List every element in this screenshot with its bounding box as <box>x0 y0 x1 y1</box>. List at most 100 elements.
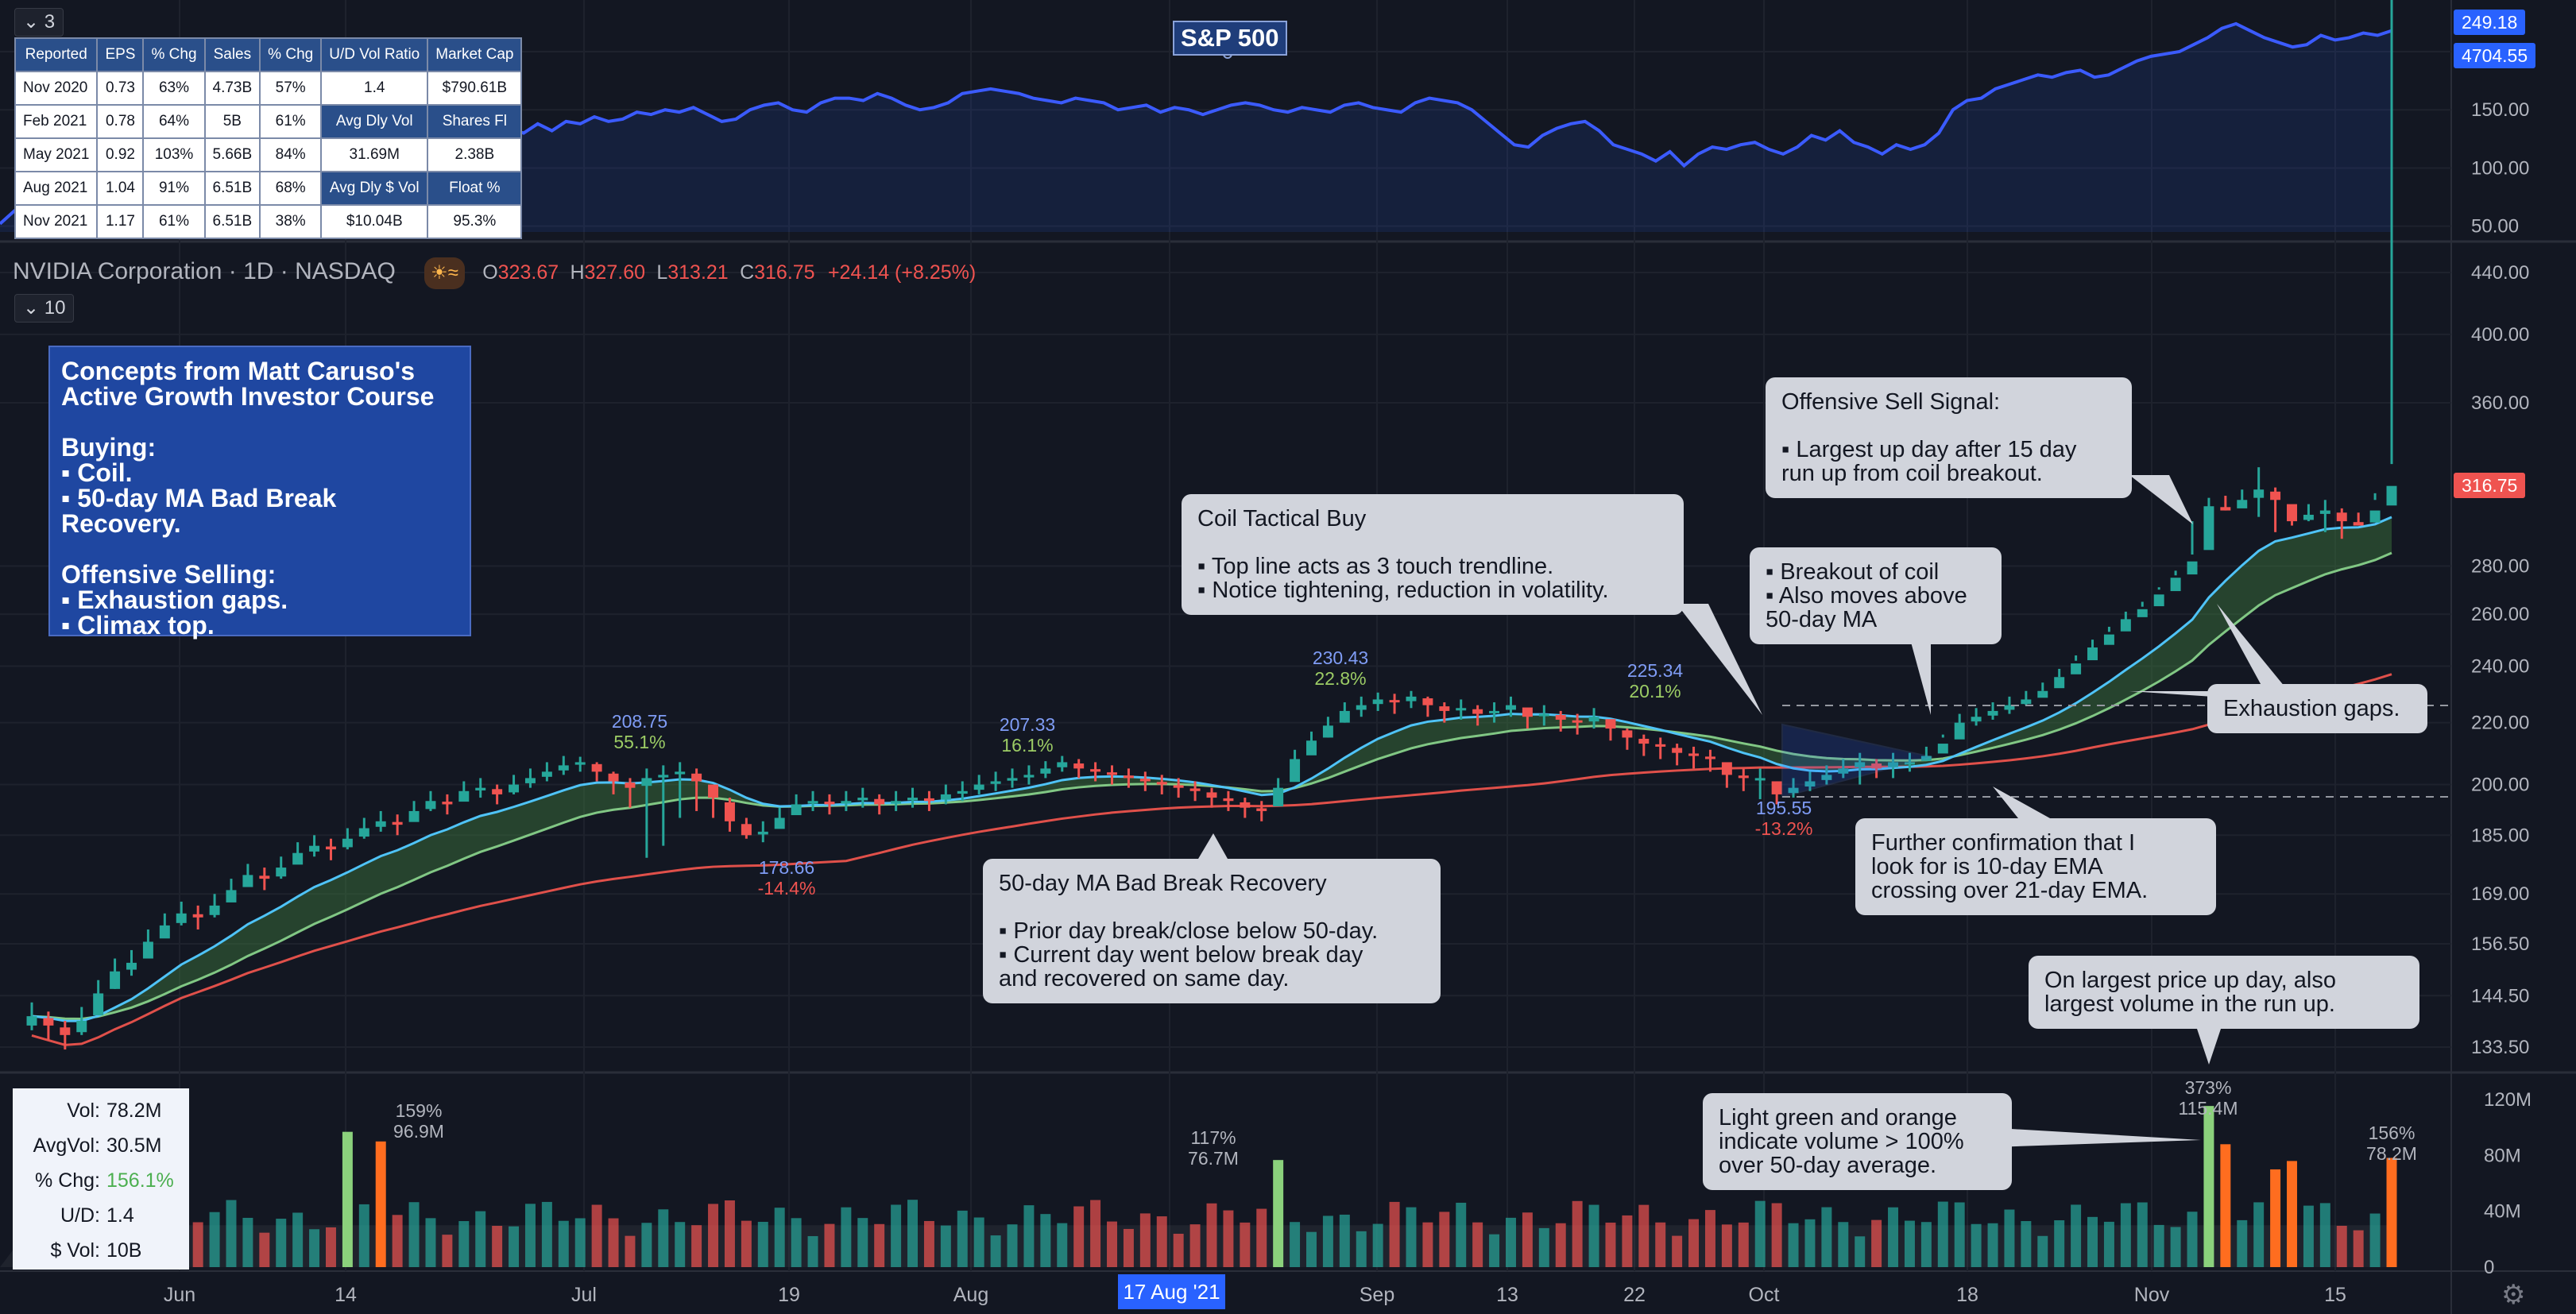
volume-bar <box>1555 1223 1566 1267</box>
candle-body <box>1139 779 1151 782</box>
table-header-row: Reported EPS% Chg Sales% Chg U/D Vol Ratio M… <box>14 37 523 72</box>
main-pane-count: 10 <box>44 297 66 319</box>
exhaustion-gaps-callout[interactable]: Exhaustion gaps. <box>2207 684 2427 733</box>
top-pane-toggle-button[interactable]: ⌄ 3 <box>14 8 64 37</box>
volume-info-label: U/D: <box>60 1204 100 1227</box>
sell-callout-pointer <box>2129 475 2193 524</box>
table-cell: 84% <box>259 137 323 172</box>
volume-bar <box>1389 1201 1400 1267</box>
ema-crossover-callout[interactable]: Further confirmation that I look for is … <box>1855 818 2216 915</box>
price-axis-label: 150.00 <box>2471 99 2529 121</box>
offensive-sell-callout[interactable]: Offensive Sell Signal: ▪ Largest up day … <box>1766 377 2132 498</box>
table-cell: Feb 2021 <box>14 104 99 139</box>
candle-body <box>940 794 951 800</box>
coil-tactical-buy-callout[interactable]: Coil Tactical Buy ▪ Top line acts as 3 t… <box>1182 494 1684 615</box>
candle-body <box>1256 808 1267 811</box>
table-cell: 0.73 <box>96 71 145 106</box>
candle-body <box>325 846 336 850</box>
candle-body <box>375 821 386 827</box>
candle-body <box>1971 717 1982 722</box>
candle-body <box>1954 722 1965 740</box>
time-axis-label: Nov <box>2134 1284 2170 1306</box>
candle-body <box>43 1018 54 1026</box>
volume-info-row: % Chg: 156.1% <box>13 1165 189 1196</box>
volume-bar <box>857 1218 868 1267</box>
candle-body <box>1189 788 1201 791</box>
volume-bar <box>874 1223 885 1267</box>
volume-bar <box>2021 1221 2032 1267</box>
volume-bar <box>2319 1203 2330 1267</box>
time-axis-label: 15 <box>2324 1284 2346 1306</box>
volume-bar <box>1904 1220 1915 1267</box>
volume-bar <box>1588 1204 1599 1267</box>
coil-callout-pointer <box>1677 604 1762 715</box>
volume-bar <box>574 1218 586 1267</box>
table-cell: 68% <box>259 171 323 206</box>
breakout-callout-pointer <box>1907 628 1931 715</box>
volume-bar <box>375 1141 386 1267</box>
volume-bar <box>292 1212 304 1267</box>
volume-bar <box>1322 1215 1333 1267</box>
candle-body <box>2336 512 2347 522</box>
volume-bar <box>1538 1227 1549 1267</box>
bad-break-recovery-callout[interactable]: 50-day MA Bad Break Recovery ▪ Prior day… <box>983 859 1441 1003</box>
market-status-icon[interactable]: ☀≈ <box>424 257 465 289</box>
breakout-callout[interactable]: ▪ Breakout of coil ▪ Also moves above 50… <box>1750 547 2002 644</box>
volume-color-callout[interactable]: Light green and orange indicate volume >… <box>1703 1093 2012 1190</box>
candle-body <box>1888 762 1899 767</box>
volume-bar <box>1290 1222 1301 1267</box>
volume-bar <box>192 1222 203 1267</box>
price-change-label: 55.1% <box>613 732 665 752</box>
compare-symbol-label[interactable]: S&P 500 <box>1173 21 1287 56</box>
candle-body <box>641 778 652 786</box>
concepts-note-box[interactable]: Concepts from Matt Caruso's Active Growt… <box>48 346 471 638</box>
volume-info-value: 78.2M <box>106 1100 162 1122</box>
volume-bar <box>1672 1235 1683 1267</box>
volume-bar <box>325 1227 336 1267</box>
volume-bar <box>940 1225 951 1267</box>
candle-body <box>625 783 636 788</box>
volume-bar <box>1804 1219 1816 1267</box>
price-change-label: 16.1% <box>1001 735 1053 756</box>
volume-bar <box>2004 1209 2015 1267</box>
table-cell: Float % <box>427 171 523 206</box>
volume-bar <box>1372 1223 1383 1267</box>
volume-bar <box>824 1223 835 1267</box>
candle-body <box>2203 506 2214 551</box>
table-cell: May 2021 <box>14 137 99 172</box>
table-header-cell: % Chg <box>142 37 206 72</box>
volume-bar <box>1306 1231 1317 1267</box>
volume-bar <box>1688 1219 1700 1267</box>
volume-axis-label: 80M <box>2484 1145 2521 1166</box>
volume-bar <box>1356 1231 1367 1267</box>
table-header-cell: Market Cap <box>427 37 523 72</box>
volume-bar <box>2220 1144 2231 1267</box>
table-cell: 6.51B <box>203 171 261 206</box>
largest-volume-callout[interactable]: On largest price up day, also largest vo… <box>2029 956 2419 1029</box>
main-pane-toggle-button[interactable]: ⌄ 10 <box>14 294 75 323</box>
volume-info-row: AvgVol: 30.5M <box>13 1130 189 1161</box>
candle-body <box>93 993 104 1015</box>
candle-body <box>60 1027 71 1035</box>
candle-body <box>1505 705 1516 710</box>
gear-icon[interactable]: ⚙ <box>2501 1280 2526 1310</box>
volume-bar <box>1273 1160 1284 1267</box>
candle-body <box>1804 781 1816 787</box>
volume-bar <box>1505 1217 1516 1267</box>
candle-body <box>841 801 852 804</box>
candle-body <box>2153 594 2164 607</box>
sp500-area <box>0 23 2392 233</box>
candle-body <box>2319 510 2330 514</box>
volume-bar <box>1572 1200 1583 1267</box>
ema-crossover-callout-pointer <box>1993 786 2050 818</box>
volume-bar <box>691 1225 702 1267</box>
table-cell: 1.04 <box>96 171 145 206</box>
time-axis-label: 18 <box>1956 1284 1978 1306</box>
symbol-title[interactable]: NVIDIA Corporation · 1D · NASDAQ <box>13 258 396 284</box>
volume-bar <box>2386 1157 2397 1267</box>
volume-bar <box>2071 1204 2082 1267</box>
candle-body <box>1771 781 1782 794</box>
price-axis-label: 100.00 <box>2471 157 2529 179</box>
volume-axis-label: 120M <box>2484 1089 2532 1111</box>
